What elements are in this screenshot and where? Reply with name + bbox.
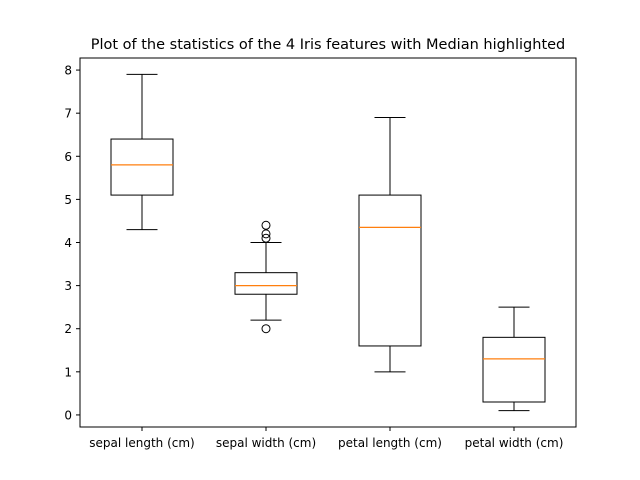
y-tick-label: 4 xyxy=(64,236,72,250)
y-tick-label: 8 xyxy=(64,64,72,78)
x-tick-label: sepal length (cm) xyxy=(89,436,194,450)
plot-area xyxy=(110,73,546,412)
y-axis: 0 1 2 3 4 5 6 7 8 xyxy=(64,64,80,422)
box-3 xyxy=(358,116,422,373)
y-tick-label: 2 xyxy=(64,322,72,336)
outlier-point xyxy=(261,324,271,334)
x-tick-label: sepal width (cm) xyxy=(216,436,316,450)
outlier-point xyxy=(261,233,271,243)
chart-title: Plot of the statistics of the 4 Iris fea… xyxy=(91,37,566,53)
iqr-box xyxy=(482,336,546,403)
outlier-point xyxy=(261,220,271,230)
iqr-box xyxy=(234,272,298,295)
y-tick-label: 7 xyxy=(64,107,72,121)
y-tick-label: 6 xyxy=(64,150,72,164)
box-4 xyxy=(482,306,546,412)
outlier-point xyxy=(261,229,271,239)
iqr-box xyxy=(110,138,174,196)
x-tick-label: petal length (cm) xyxy=(338,436,442,450)
box-1 xyxy=(110,73,174,231)
x-tick-label: petal width (cm) xyxy=(465,436,564,450)
x-axis: sepal length (cm) sepal width (cm) petal l… xyxy=(89,427,563,450)
y-tick-label: 5 xyxy=(64,193,72,207)
iqr-box xyxy=(358,194,422,347)
box-2 xyxy=(234,220,298,334)
y-tick-label: 3 xyxy=(64,279,72,293)
y-tick-label: 1 xyxy=(64,365,72,379)
y-tick-label: 0 xyxy=(64,408,72,422)
